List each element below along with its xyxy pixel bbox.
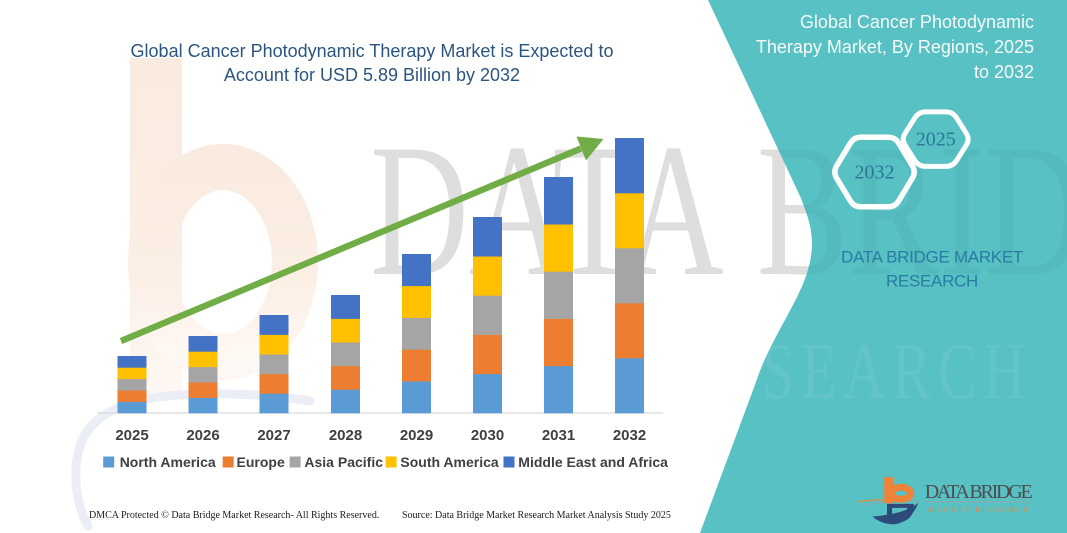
svg-text:Source: Data Bridge Market Res: Source: Data Bridge Market Research Mark… — [402, 510, 671, 521]
svg-text:Middle East and Africa: Middle East and Africa — [518, 454, 668, 470]
svg-text:South America: South America — [400, 454, 498, 470]
svg-text:2025: 2025 — [115, 427, 148, 444]
svg-text:Global Cancer Photodynamic: Global Cancer Photodynamic — [800, 12, 1034, 32]
svg-text:MARKET RESEARCH: MARKET RESEARCH — [928, 506, 1030, 514]
svg-text:2027: 2027 — [257, 427, 290, 444]
svg-text:MARKET RESEARCH: MARKET RESEARCH — [367, 328, 1032, 416]
svg-text:Asia Pacific: Asia Pacific — [304, 454, 383, 470]
svg-text:to 2032: to 2032 — [974, 62, 1034, 82]
svg-text:2032: 2032 — [613, 427, 646, 444]
svg-text:DATA BRIDGE MARKET: DATA BRIDGE MARKET — [841, 248, 1023, 267]
svg-text:Europe: Europe — [237, 454, 285, 470]
svg-text:Global Cancer Photodynamic The: Global Cancer Photodynamic Therapy Marke… — [131, 41, 614, 61]
svg-text:2031: 2031 — [542, 427, 575, 444]
svg-text:2025: 2025 — [916, 129, 956, 151]
svg-text:DMCA Protected © Data Bridge M: DMCA Protected © Data Bridge Market Rese… — [89, 510, 379, 521]
svg-text:2029: 2029 — [400, 427, 433, 444]
svg-text:2030: 2030 — [471, 427, 504, 444]
svg-text:RESEARCH: RESEARCH — [886, 272, 978, 291]
svg-text:Account for USD 5.89 Billion b: Account for USD 5.89 Billion by 2032 — [224, 65, 520, 85]
svg-text:2028: 2028 — [329, 427, 362, 444]
svg-text:2032: 2032 — [855, 162, 895, 184]
svg-text:North America: North America — [120, 454, 216, 470]
svg-text:Therapy Market, By Regions, 20: Therapy Market, By Regions, 2025 — [756, 37, 1034, 57]
svg-text:DATA BRIDGE: DATA BRIDGE — [925, 481, 1033, 503]
svg-text:2026: 2026 — [186, 427, 219, 444]
